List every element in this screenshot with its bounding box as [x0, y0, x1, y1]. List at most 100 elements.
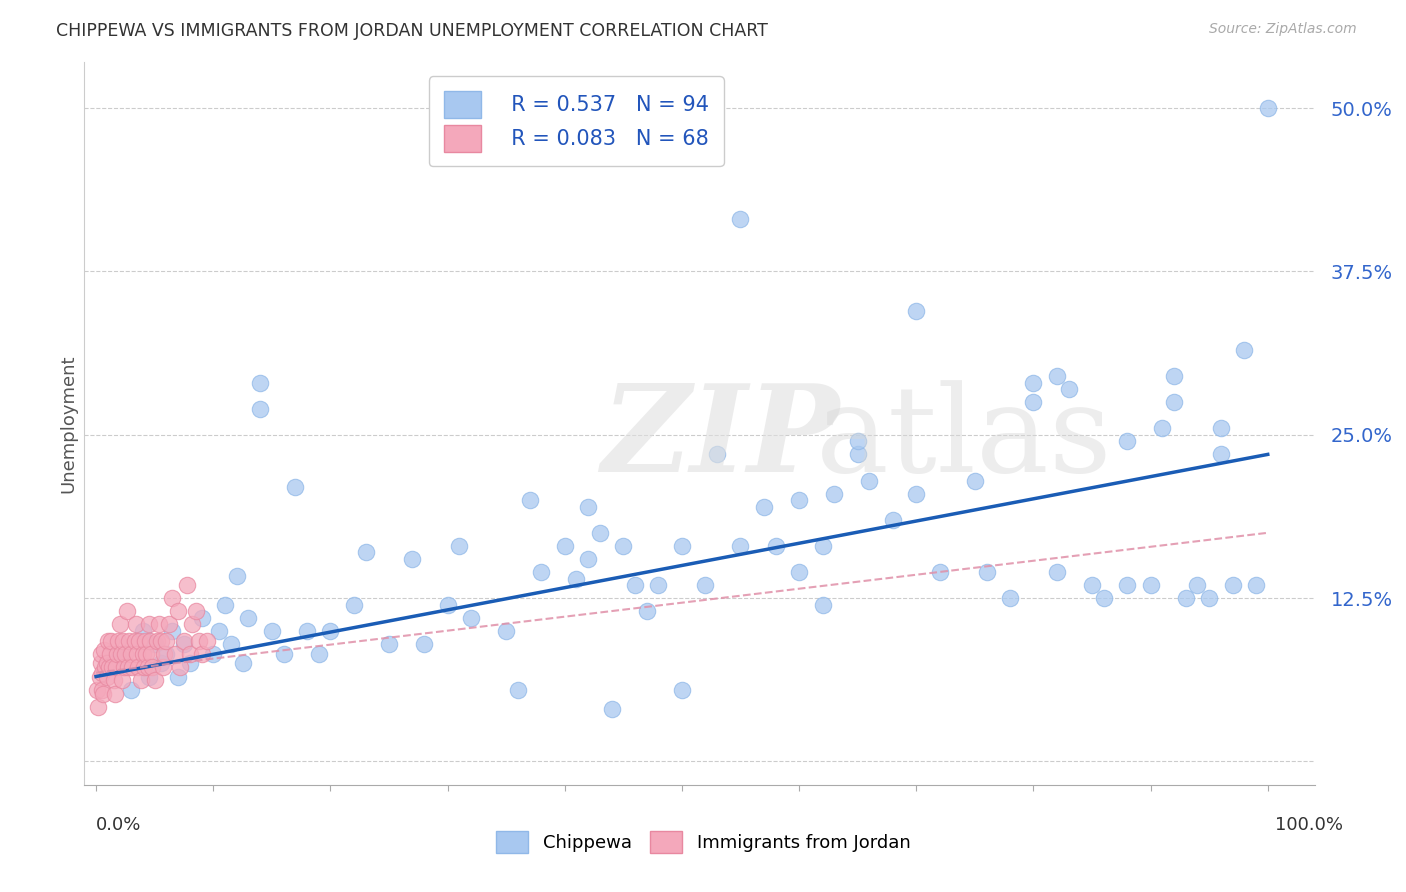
Point	[1116, 578, 1139, 592]
Point	[127, 660, 149, 674]
Point	[730, 539, 752, 553]
Point	[132, 660, 156, 674]
Legend: Chippewa, Immigrants from Jordan: Chippewa, Immigrants from Jordan	[488, 824, 918, 861]
Point	[87, 699, 110, 714]
Point	[100, 634, 122, 648]
Point	[121, 660, 143, 674]
Point	[94, 660, 117, 674]
Point	[976, 565, 998, 579]
Point	[519, 493, 541, 508]
Point	[1139, 578, 1161, 592]
Point	[647, 578, 669, 592]
Point	[378, 637, 401, 651]
Point	[811, 598, 834, 612]
Point	[190, 648, 212, 662]
Point	[173, 637, 195, 651]
Point	[138, 669, 160, 683]
Point	[97, 634, 120, 648]
Point	[1257, 101, 1279, 115]
Point	[108, 617, 131, 632]
Y-axis label: Unemployment: Unemployment	[59, 354, 77, 493]
Point	[90, 682, 114, 697]
Point	[107, 634, 129, 648]
Point	[1222, 578, 1244, 592]
Point	[86, 682, 108, 697]
Point	[181, 617, 204, 632]
Point	[202, 648, 225, 662]
Point	[125, 617, 148, 632]
Point	[184, 604, 207, 618]
Point	[846, 434, 869, 449]
Point	[1209, 447, 1232, 461]
Point	[117, 660, 139, 674]
Point	[1233, 343, 1256, 357]
Point	[90, 648, 112, 662]
Point	[636, 604, 658, 618]
Point	[882, 513, 904, 527]
Point	[401, 552, 423, 566]
Point	[671, 539, 693, 553]
Point	[214, 598, 236, 612]
Point	[225, 569, 247, 583]
Point	[146, 634, 169, 648]
Point	[730, 212, 752, 227]
Point	[231, 657, 254, 671]
Point	[1174, 591, 1197, 606]
Point	[108, 649, 131, 664]
Point	[1116, 434, 1139, 449]
Point	[1187, 578, 1209, 592]
Point	[238, 611, 260, 625]
Point	[155, 648, 177, 662]
Point	[1081, 578, 1104, 592]
Point	[1163, 369, 1185, 384]
Point	[169, 660, 191, 674]
Point	[612, 539, 634, 553]
Point	[506, 682, 529, 697]
Point	[249, 376, 271, 390]
Point	[565, 572, 588, 586]
Point	[132, 648, 155, 662]
Point	[124, 634, 146, 648]
Point	[114, 648, 136, 662]
Point	[1092, 591, 1115, 606]
Point	[576, 500, 599, 514]
Point	[273, 648, 295, 662]
Point	[135, 648, 157, 662]
Point	[260, 624, 283, 638]
Point	[858, 474, 880, 488]
Point	[90, 657, 112, 671]
Point	[752, 500, 775, 514]
Point	[112, 660, 135, 674]
Point	[905, 303, 928, 318]
Text: CHIPPEWA VS IMMIGRANTS FROM JORDAN UNEMPLOYMENT CORRELATION CHART: CHIPPEWA VS IMMIGRANTS FROM JORDAN UNEMP…	[56, 22, 768, 40]
Point	[1152, 421, 1174, 435]
Point	[308, 648, 330, 662]
Point	[149, 657, 172, 671]
Point	[413, 637, 436, 651]
Point	[208, 624, 231, 638]
Point	[153, 648, 176, 662]
Point	[905, 486, 928, 500]
Point	[132, 624, 155, 638]
Point	[295, 624, 318, 638]
Point	[111, 673, 134, 688]
Text: 100.0%: 100.0%	[1275, 816, 1343, 834]
Text: Source: ZipAtlas.com: Source: ZipAtlas.com	[1209, 22, 1357, 37]
Point	[167, 604, 190, 618]
Point	[195, 634, 219, 648]
Point	[155, 634, 177, 648]
Point	[120, 682, 142, 697]
Point	[96, 657, 118, 671]
Point	[152, 660, 174, 674]
Point	[495, 624, 517, 638]
Point	[1198, 591, 1220, 606]
Point	[354, 545, 377, 559]
Point	[143, 637, 166, 651]
Point	[1022, 376, 1045, 390]
Point	[105, 660, 127, 674]
Point	[141, 660, 163, 674]
Point	[600, 702, 623, 716]
Point	[671, 682, 693, 697]
Point	[93, 643, 115, 657]
Point	[179, 648, 201, 662]
